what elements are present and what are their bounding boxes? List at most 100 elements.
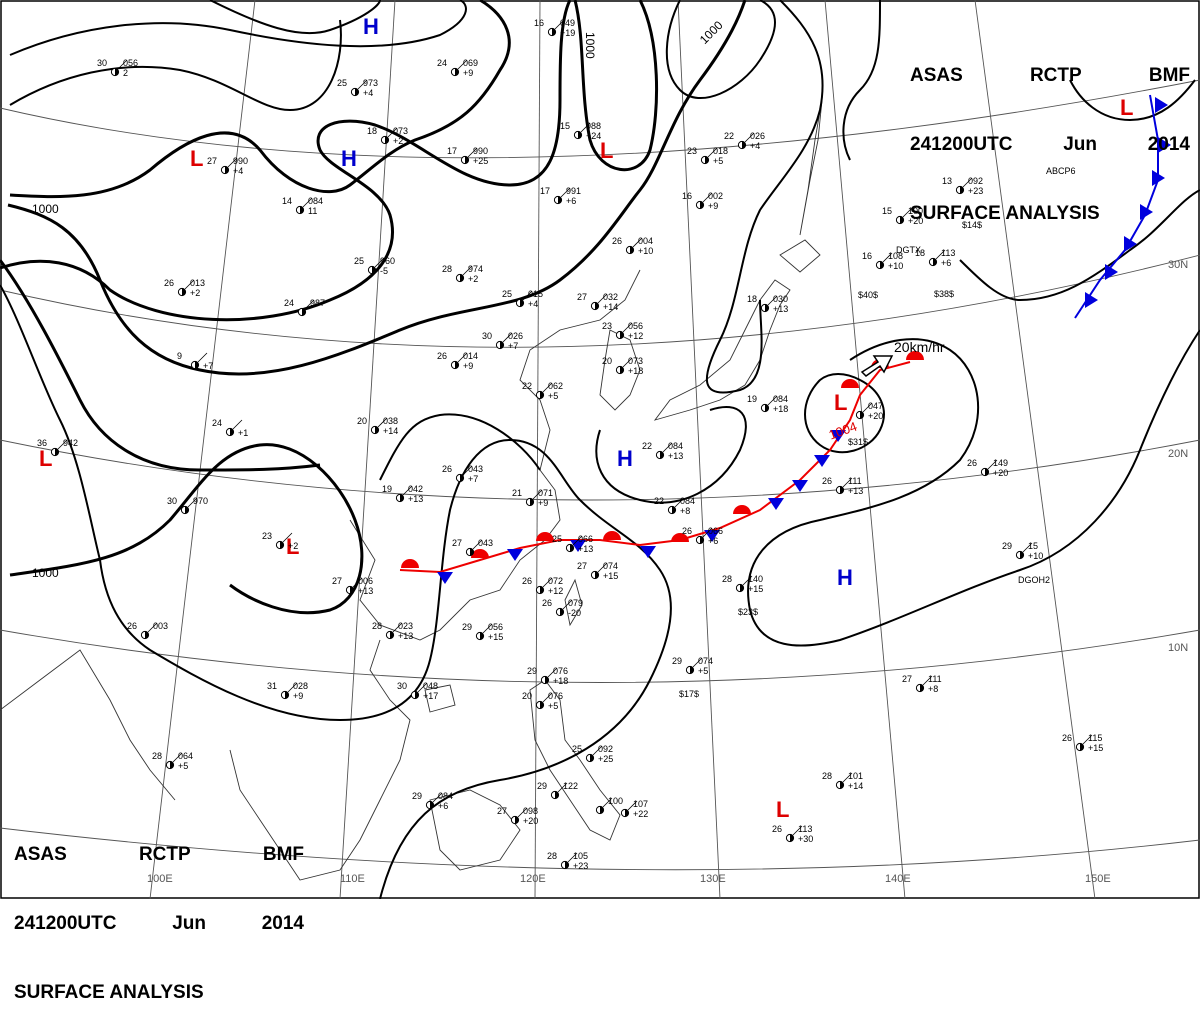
cloud-cover-fill bbox=[660, 451, 664, 459]
station-pressure-change: +2 bbox=[468, 274, 478, 284]
station-pressure: 084 bbox=[668, 441, 683, 451]
cloud-cover-fill bbox=[672, 506, 676, 514]
longitude-line bbox=[339, 0, 396, 899]
warm-front-symbols bbox=[401, 351, 924, 568]
cloud-cover-fill bbox=[480, 632, 484, 640]
wind-barb bbox=[572, 535, 583, 546]
isobar bbox=[747, 329, 1200, 647]
cold-front-symbol bbox=[830, 430, 846, 442]
isobar bbox=[1069, 79, 1196, 122]
station-plot: 28 101+14 bbox=[822, 771, 863, 791]
cold-front-symbol bbox=[704, 530, 720, 542]
station-pressure: 076 bbox=[553, 666, 568, 676]
station-pressure: 111 bbox=[928, 674, 942, 684]
station-pressure-change: +4 bbox=[363, 88, 373, 98]
cloud-cover-fill bbox=[350, 586, 354, 594]
station-plot: 31 028+9 bbox=[267, 681, 308, 701]
station-pressure-change: +20 bbox=[523, 816, 538, 826]
cloud-cover-fill bbox=[740, 584, 744, 592]
station-temperature: 26 bbox=[772, 824, 782, 834]
wind-text: $38$ bbox=[934, 289, 954, 299]
station-temperature: 20 bbox=[522, 691, 532, 701]
station-pressure-change: +23 bbox=[968, 186, 983, 196]
station-pressure: 003 bbox=[153, 621, 168, 631]
station-temperature: 24 bbox=[284, 298, 294, 308]
warm-front-symbol bbox=[841, 379, 859, 388]
station-pressure: 101 bbox=[848, 771, 863, 781]
cloud-cover-fill bbox=[565, 861, 569, 869]
isobar bbox=[9, 0, 511, 199]
latitude-label: 20N bbox=[1168, 448, 1188, 460]
wind-barb bbox=[567, 852, 578, 863]
station-plot: 28 140+15 bbox=[722, 574, 763, 594]
station-pressure-change: +24 bbox=[586, 131, 601, 141]
station-pressure-change: +19 bbox=[560, 28, 575, 38]
motion-arrow-icon bbox=[860, 355, 894, 377]
coastline-china bbox=[349, 269, 641, 641]
station-pressure: 015 bbox=[528, 289, 543, 299]
cloud-cover-fill bbox=[55, 448, 59, 456]
station-temperature: 26 bbox=[437, 351, 447, 361]
wind-barb bbox=[602, 797, 613, 808]
station-plot: 26 066+6 bbox=[682, 526, 723, 546]
station-temperature: 30 bbox=[167, 496, 177, 506]
station-pressure: 056 bbox=[123, 58, 138, 68]
station-plot: 25 066+13 bbox=[552, 534, 593, 554]
low-center: L bbox=[834, 390, 847, 415]
station-temperature: 16 bbox=[682, 191, 692, 201]
cloud-cover-fill bbox=[185, 506, 189, 514]
valid-month: Jun bbox=[172, 913, 206, 934]
station-pressure: 072 bbox=[548, 576, 563, 586]
cloud-cover-fill bbox=[700, 201, 704, 209]
station-pressure: 026 bbox=[750, 131, 765, 141]
station-pressure-change: +18 bbox=[628, 366, 643, 376]
cloud-cover-fill bbox=[195, 361, 199, 369]
station-pressure: 004 bbox=[638, 236, 653, 246]
cloud-cover-fill bbox=[960, 186, 964, 194]
station-pressure-change: +13 bbox=[773, 304, 788, 314]
cloud-cover-fill bbox=[625, 809, 629, 817]
station-plot: 29 056+15 bbox=[462, 622, 503, 642]
station-temperature: 23 bbox=[602, 321, 612, 331]
cloud-cover-fill bbox=[558, 196, 562, 204]
station-pressure: 100 bbox=[908, 206, 923, 216]
isobar-label: 1000 bbox=[32, 202, 59, 216]
station-pressure: 108 bbox=[888, 251, 903, 261]
wind-barb bbox=[432, 792, 443, 803]
cloud-cover-fill bbox=[920, 684, 924, 692]
station-pressure-change: +5 bbox=[698, 666, 708, 676]
warm-front-symbol bbox=[733, 505, 751, 514]
station-plot: 29 076+18 bbox=[527, 666, 568, 686]
cloud-cover-fill bbox=[280, 541, 284, 549]
wind-barb bbox=[184, 279, 195, 290]
station-temperature: 25 bbox=[337, 78, 347, 88]
station-temperature: 30 bbox=[482, 331, 492, 341]
station-temperature: 29 bbox=[1002, 541, 1012, 551]
station-temperature: 26 bbox=[682, 526, 692, 536]
station-pressure: 006 bbox=[358, 576, 373, 586]
cold-front-symbol bbox=[768, 498, 784, 510]
center-code: RCTP bbox=[138, 844, 191, 865]
wind-barb bbox=[580, 122, 591, 133]
station-pressure: 048 bbox=[423, 681, 438, 691]
low-center: L bbox=[39, 446, 52, 471]
station-temperature: 30 bbox=[397, 681, 407, 691]
station-pressure: 960 bbox=[380, 256, 395, 266]
station-pressure: 073 bbox=[393, 126, 408, 136]
isobar bbox=[959, 189, 1200, 302]
wind-barb bbox=[57, 439, 68, 450]
station-pressure-change: +7 bbox=[203, 361, 213, 371]
cold-front-symbols bbox=[1085, 97, 1171, 308]
cloud-cover-fill bbox=[570, 544, 574, 552]
cloud-cover-fill bbox=[430, 801, 434, 809]
cloud-cover-fill bbox=[1080, 743, 1084, 751]
station-pressure: 970 bbox=[193, 496, 208, 506]
wind-barb bbox=[922, 675, 933, 686]
coastline-korea bbox=[599, 329, 641, 411]
station-temperature: 28 bbox=[152, 751, 162, 761]
station-pressure: 064 bbox=[178, 751, 193, 761]
station-temperature: 29 bbox=[672, 656, 682, 666]
isobar bbox=[804, 373, 885, 454]
wind-barb bbox=[374, 257, 385, 268]
